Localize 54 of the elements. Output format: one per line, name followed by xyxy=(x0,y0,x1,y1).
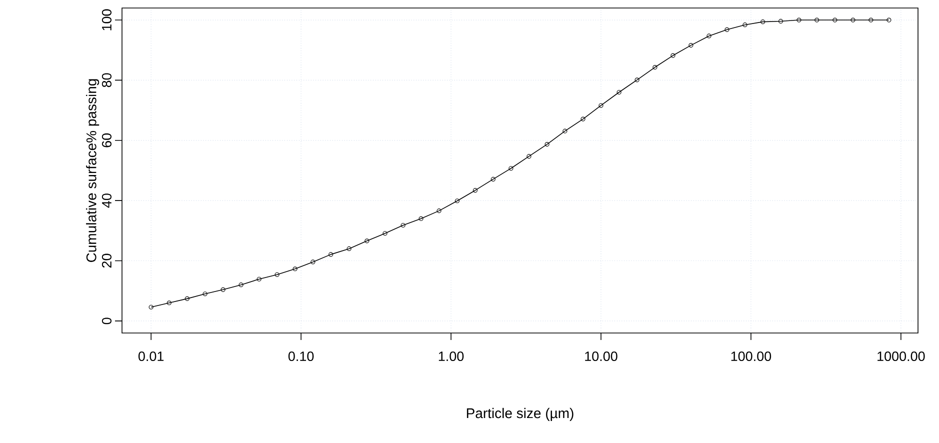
point xyxy=(328,252,334,257)
point xyxy=(400,222,406,228)
y-tick-label: 40 xyxy=(102,194,112,208)
point xyxy=(166,300,172,306)
point xyxy=(184,296,190,301)
point xyxy=(382,231,388,236)
point xyxy=(598,103,604,108)
point xyxy=(868,18,874,22)
point xyxy=(526,154,532,159)
point xyxy=(616,90,622,95)
x-tick-label: 1.00 xyxy=(438,352,464,362)
point xyxy=(292,266,298,272)
point xyxy=(364,238,370,244)
point xyxy=(634,78,640,82)
y-tick-label: 60 xyxy=(102,133,112,148)
point xyxy=(472,188,478,193)
point xyxy=(418,216,424,221)
point xyxy=(346,246,352,252)
point xyxy=(706,34,712,38)
point xyxy=(742,22,748,28)
point xyxy=(670,53,676,58)
point xyxy=(310,260,316,264)
point xyxy=(274,272,280,277)
y-tick-label: 20 xyxy=(102,254,112,268)
point xyxy=(562,128,568,134)
point xyxy=(688,43,694,48)
point xyxy=(436,208,442,214)
y-tick-label: 80 xyxy=(102,73,112,88)
point xyxy=(652,64,658,70)
point xyxy=(724,27,730,32)
point xyxy=(580,116,586,122)
y-axis-title: Cumulative surface% passing xyxy=(86,79,100,262)
point xyxy=(760,20,766,24)
point xyxy=(508,166,514,171)
point xyxy=(796,18,802,22)
y-tick-label: 100 xyxy=(102,9,112,30)
point xyxy=(202,292,208,296)
x-tick-label: 0.10 xyxy=(288,352,314,362)
point xyxy=(778,18,784,24)
point xyxy=(832,18,838,22)
x-tick-label: 100.00 xyxy=(731,352,772,362)
point xyxy=(850,18,856,22)
point xyxy=(454,198,460,204)
x-axis-title: Particle size (µm) xyxy=(466,408,574,421)
point xyxy=(220,287,226,292)
x-tick-label: 10.00 xyxy=(585,352,618,362)
point xyxy=(256,276,262,282)
point xyxy=(544,142,550,147)
point xyxy=(814,18,820,22)
point xyxy=(238,282,244,288)
x-tick-label: 1000.00 xyxy=(878,352,925,362)
point xyxy=(490,176,496,182)
y-tick-label: 0 xyxy=(102,318,112,324)
x-tick-label: 0.01 xyxy=(138,352,164,362)
